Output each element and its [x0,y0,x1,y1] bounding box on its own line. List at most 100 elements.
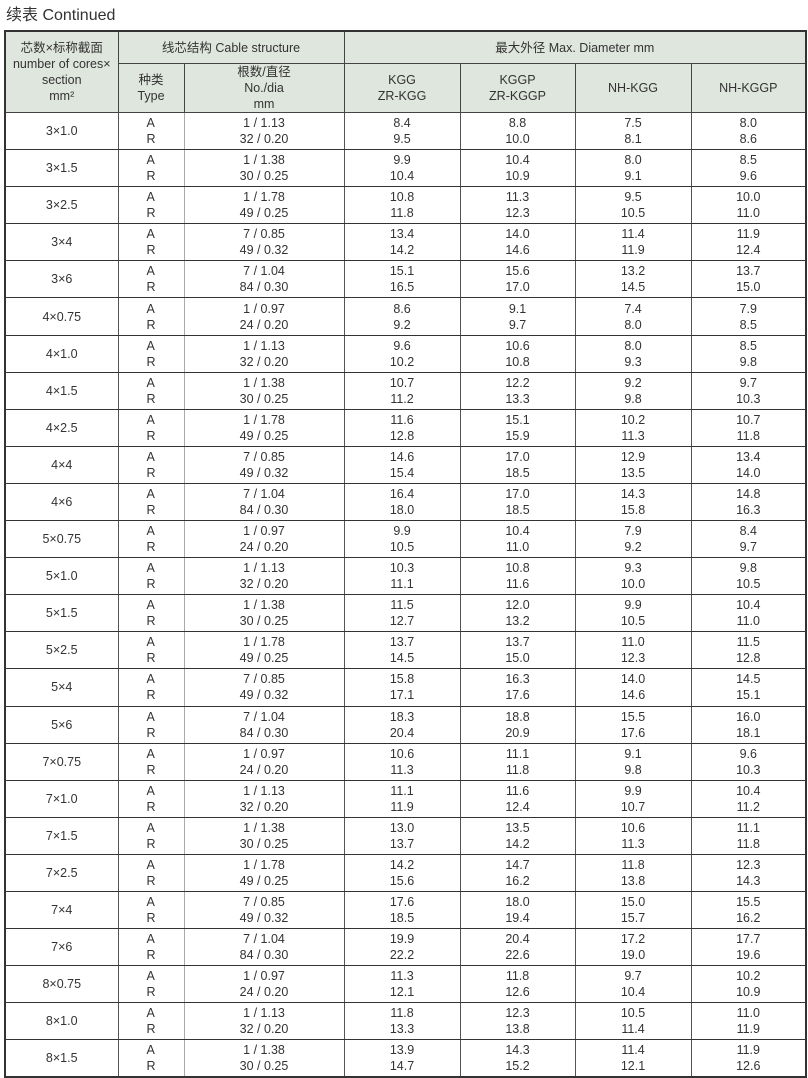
diameter-a: 8.5 [739,153,757,168]
type-a: A [146,375,155,390]
type-a: A [146,116,155,131]
diameter-a: 18.3 [389,709,415,724]
diameter-r: 11.8 [390,206,414,221]
type-a: A [146,412,155,427]
diameter-r: 10.2 [389,354,415,369]
type-a: A [146,820,155,835]
header-type: 种类 Type [117,63,185,113]
header-nh-kgg: NH-KGG [574,63,692,113]
diameter-a: 13.5 [505,820,530,835]
diameter-cell: 18.8 20.9 [459,706,576,744]
table-row: 7×0.75 A R 1 / 0.97 24 / 0.20 10.6 11.3 11.1 11.… [4,743,807,781]
structure-a: 1 / 1.78 [243,190,285,205]
diameter-r: 20.9 [505,725,530,740]
diameter-cell: 16.3 17.6 [459,668,576,707]
diameter-r: 16.2 [505,873,530,888]
diameter-r: 9.5 [393,132,411,147]
diameter-r: 14.5 [389,651,415,666]
type-a: A [146,338,155,353]
diameter-r: 19.0 [620,948,646,963]
diameter-cell: 14.3 15.8 [574,483,692,522]
diameter-cell: 16.0 18.1 [690,706,807,744]
diameter-r: 9.8 [624,762,642,777]
structure-r: 32 / 0.20 [239,799,289,814]
diameter-a: 8.0 [624,153,642,168]
diameter-a: 10.0 [736,190,761,205]
diameter-a: 10.6 [389,746,415,761]
structure-cell: 1 / 0.97 24 / 0.20 [183,520,345,559]
section-cell: 5×4 [4,668,119,707]
structure-cell: 7 / 0.85 49 / 0.32 [183,223,345,262]
section-cell: 8×1.5 [4,1039,119,1078]
diameter-a: 13.4 [736,449,761,464]
section-cell: 3×2.5 [4,186,119,225]
structure-a: 1 / 0.97 [243,746,285,761]
type-r: R [146,911,156,926]
diameter-cell: 13.4 14.0 [690,446,807,484]
structure-a: 1 / 1.78 [243,857,285,872]
diameter-a: 10.2 [736,969,761,984]
diameter-r: 15.1 [736,688,761,703]
type-r: R [146,540,156,555]
structure-a: 7 / 1.04 [243,264,285,279]
type-r: R [146,948,156,963]
table-row: 7×1.0 A R 1 / 1.13 32 / 0.20 11.1 11.9 11.6 12.4… [4,780,807,818]
diameter-cell: 12.3 13.8 [459,1002,576,1041]
table-row: 5×2.5 A R 1 / 1.78 49 / 0.25 13.7 14.5 13.7 15.0… [4,631,807,670]
header-kggp-2: ZR-KGGP [489,89,546,103]
type-r: R [146,799,156,814]
type-r: R [146,243,156,258]
diameter-cell: 8.6 9.2 [343,297,461,336]
table-row: 5×1.0 A R 1 / 1.13 32 / 0.20 10.3 11.1 10.8 11.6… [4,557,807,596]
diameter-r: 11.1 [390,577,414,592]
diameter-cell: 14.8 16.3 [690,483,807,522]
diameter-a: 13.2 [620,264,646,279]
diameter-a: 10.3 [389,561,415,576]
diameter-cell: 10.6 10.8 [459,335,576,373]
section-cell: 5×1.0 [4,557,119,596]
type-a: A [146,857,155,872]
structure-r: 30 / 0.25 [239,391,289,406]
structure-r: 24 / 0.20 [239,985,289,1000]
diameter-a: 9.9 [393,524,411,539]
structure-cell: 1 / 0.97 24 / 0.20 [183,965,345,1004]
diameter-r: 8.5 [739,317,757,332]
diameter-cell: 11.6 12.8 [343,409,461,447]
diameter-a: 15.5 [620,709,646,724]
diameter-r: 22.6 [505,948,530,963]
diameter-r: 11.6 [505,577,530,592]
structure-cell: 7 / 1.04 84 / 0.30 [183,928,345,967]
diameter-a: 15.0 [620,895,646,910]
type-r: R [146,428,156,443]
diameter-cell: 13.5 14.2 [459,817,576,855]
diameter-a: 9.1 [508,301,527,316]
table-row: 3×4 A R 7 / 0.85 49 / 0.32 13.4 14.2 14.0 14.6 11… [4,223,807,262]
diameter-r: 9.2 [624,540,642,555]
table-row: 4×1.0 A R 1 / 1.13 32 / 0.20 9.6 10.2 10.6 10.8 8… [4,335,807,373]
section-cell: 8×0.75 [4,965,119,1004]
type-a: A [146,524,155,539]
diameter-cell: 10.4 11.0 [459,520,576,559]
diameter-a: 9.3 [624,561,642,576]
diameter-r: 13.5 [620,465,646,480]
diameter-a: 11.6 [390,412,414,427]
diameter-a: 15.6 [505,264,530,279]
diameter-a: 10.2 [620,412,646,427]
header-nodia-unit: mm [253,97,275,111]
diameter-a: 9.7 [624,969,642,984]
diameter-cell: 15.5 16.2 [690,891,807,930]
diameter-a: 11.5 [390,598,414,613]
diameter-a: 13.4 [389,227,415,242]
table-row: 5×6 A R 7 / 1.04 84 / 0.30 18.3 20.4 18.8 20.9 15… [4,706,807,744]
diameter-a: 9.5 [624,190,642,205]
diameter-a: 8.0 [624,338,642,353]
structure-cell: 1 / 1.13 32 / 0.20 [183,780,345,818]
structure-a: 7 / 1.04 [243,932,285,947]
diameter-r: 12.6 [736,1059,761,1074]
type-a: A [146,301,155,316]
